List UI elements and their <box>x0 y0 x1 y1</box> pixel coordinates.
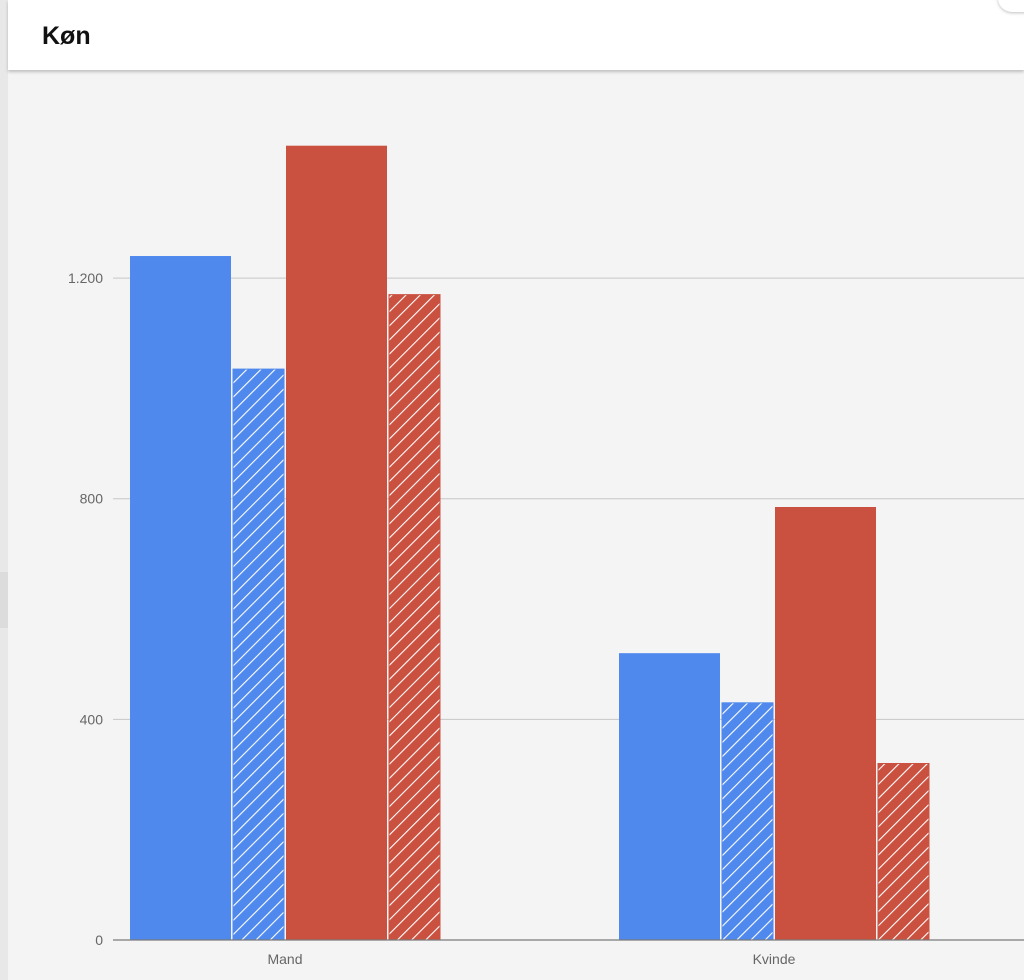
bar-kvinde-series-4[interactable] <box>877 762 930 941</box>
card-header: Køn <box>8 0 1024 70</box>
side-rail <box>0 0 8 980</box>
y-tick-label: 0 <box>95 932 103 948</box>
bar-kvinde-series-3[interactable] <box>775 506 876 940</box>
x-category-label: Mand <box>267 951 302 967</box>
card-title: Køn <box>42 22 91 50</box>
corner-control[interactable] <box>998 0 1024 12</box>
y-tick-label: 800 <box>80 491 104 507</box>
bar-kvinde-series-1[interactable] <box>619 653 720 940</box>
bar-mand-series-2[interactable] <box>232 368 285 941</box>
rail-handle[interactable] <box>0 572 8 628</box>
bar-mand-series-1[interactable] <box>130 256 231 940</box>
y-tick-label: 1.200 <box>68 270 103 286</box>
bar-chart: 0 400 800 1.200 Mand Kvinde <box>68 145 1024 967</box>
x-category-label: Kvinde <box>753 951 796 967</box>
y-tick-label: 400 <box>80 711 104 727</box>
bar-mand-series-4[interactable] <box>388 294 441 941</box>
bar-mand-series-3[interactable] <box>286 145 387 941</box>
bar-kvinde-series-2[interactable] <box>721 702 774 941</box>
